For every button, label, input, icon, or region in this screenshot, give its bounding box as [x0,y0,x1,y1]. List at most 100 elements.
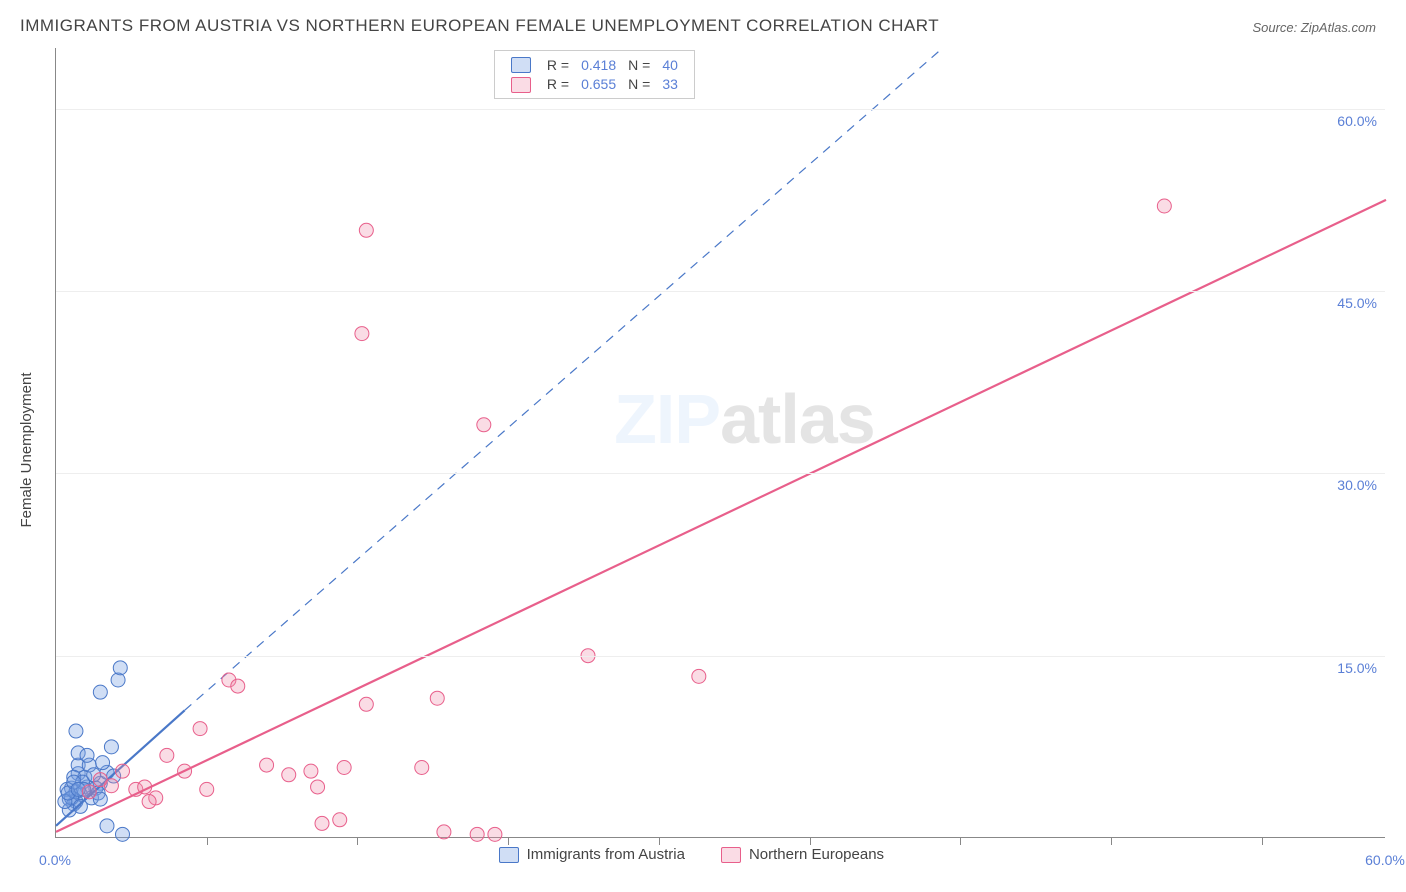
data-point-austria [71,782,85,796]
data-point-austria [100,765,114,779]
data-point-austria [80,748,94,762]
data-point-austria [58,795,72,809]
data-point-austria [69,724,83,738]
data-point-austria [73,787,87,801]
data-point-northern [337,761,351,775]
data-point-austria [62,803,76,817]
data-point-austria [67,770,81,784]
data-point-northern [359,223,373,237]
data-point-northern [178,764,192,778]
data-point-northern [415,761,429,775]
legend-corr-row-northern: R =0.655N =33 [505,74,684,93]
data-point-austria [89,781,103,795]
legend-label-northern: Northern Europeans [749,846,884,863]
legend-swatch-austria [499,847,519,863]
data-point-austria [80,780,94,794]
data-point-austria [107,769,121,783]
legend-swatch-austria [511,57,531,73]
data-point-austria [71,758,85,772]
data-point-austria [111,673,125,687]
legend-item-austria: Immigrants from Austria [499,846,685,863]
source-label: Source: ZipAtlas.com [1252,20,1376,35]
data-point-northern [104,779,118,793]
legend-swatch-northern [721,847,741,863]
chart-title: IMMIGRANTS FROM AUSTRIA VS NORTHERN EURO… [20,16,939,36]
data-point-austria [100,819,114,833]
data-point-northern [160,748,174,762]
legend-series: Immigrants from Austria Northern European… [481,846,902,867]
data-point-austria [73,799,87,813]
data-point-austria [65,791,79,805]
chart-svg [56,48,1386,838]
data-point-austria [104,740,118,754]
data-point-austria [116,827,130,841]
watermark: ZIPatlas [614,379,874,459]
data-point-northern [142,795,156,809]
watermark-atlas: atlas [720,380,875,458]
data-point-northern [477,418,491,432]
data-point-northern [129,782,143,796]
xtick [659,837,660,845]
data-point-austria [84,791,98,805]
data-point-northern [82,785,96,799]
data-point-austria [78,770,92,784]
data-point-northern [470,827,484,841]
data-point-northern [437,825,451,839]
gridline [56,109,1385,110]
data-point-austria [96,756,110,770]
watermark-zip: ZIP [614,380,720,458]
xtick [357,837,358,845]
data-point-northern [488,827,502,841]
data-point-austria [71,746,85,760]
data-point-northern [355,327,369,341]
data-point-austria [69,795,83,809]
data-point-northern [200,782,214,796]
data-point-austria [60,782,74,796]
data-point-austria [76,775,90,789]
data-point-northern [138,780,152,794]
data-point-austria [93,792,107,806]
data-point-austria [69,785,83,799]
xtick [1262,837,1263,845]
data-point-northern [1157,199,1171,213]
data-point-northern [359,697,373,711]
data-point-austria [71,767,85,781]
trendline-northern [56,200,1386,832]
xtick [810,837,811,845]
data-point-austria [62,792,76,806]
ytick-label: 60.0% [1337,113,1377,129]
data-point-austria [65,781,79,795]
data-point-northern [116,764,130,778]
data-point-austria [87,768,101,782]
data-point-northern [93,773,107,787]
data-point-austria [91,786,105,800]
data-point-austria [82,758,96,772]
gridline [56,656,1385,657]
data-point-austria [67,797,81,811]
data-point-northern [315,816,329,830]
data-point-northern [282,768,296,782]
data-point-austria [93,685,107,699]
xtick-origin-label: 0.0% [39,852,71,868]
trendline-ext-austria [185,48,943,710]
xtick [1111,837,1112,845]
data-point-austria [67,775,81,789]
data-point-northern [222,673,236,687]
gridline [56,473,1385,474]
plot-area: ZIPatlas 15.0%30.0%45.0%60.0% [55,48,1385,838]
xtick [207,837,208,845]
legend-corr-row-austria: R =0.418N =40 [505,55,684,74]
y-axis-label: Female Unemployment [18,372,35,527]
ytick-label: 15.0% [1337,660,1377,676]
gridline [56,291,1385,292]
data-point-northern [149,791,163,805]
data-point-northern [430,691,444,705]
legend-swatch-northern [511,77,531,93]
data-point-northern [193,722,207,736]
data-point-northern [260,758,274,772]
data-point-northern [311,780,325,794]
xtick [960,837,961,845]
data-point-austria [113,661,127,675]
data-point-northern [304,764,318,778]
xtick [508,837,509,845]
